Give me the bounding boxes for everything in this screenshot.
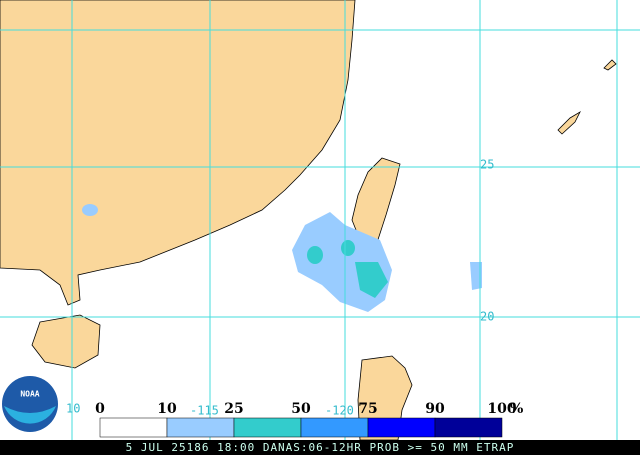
land bbox=[0, 0, 617, 441]
legend-unit: % bbox=[510, 401, 523, 417]
island bbox=[603, 59, 617, 71]
logo-text: NOAA bbox=[20, 390, 39, 399]
legend-swatch bbox=[233, 417, 302, 438]
grid bbox=[0, 0, 640, 440]
lat-label: 20 bbox=[480, 310, 494, 324]
hainan bbox=[31, 314, 101, 369]
legend-label: 0 bbox=[95, 401, 105, 417]
legend-swatch bbox=[300, 417, 369, 438]
legend-swatch bbox=[99, 417, 168, 438]
legend-swatch bbox=[434, 417, 503, 438]
legend-label: 100 bbox=[487, 401, 516, 417]
island bbox=[557, 110, 581, 135]
footer-bar bbox=[0, 440, 640, 455]
corner-label: 10 bbox=[66, 402, 80, 416]
legend-label: 50 bbox=[291, 401, 311, 417]
legend-label: 10 bbox=[157, 401, 177, 417]
legend-label: 25 bbox=[224, 401, 243, 417]
precipitation bbox=[292, 212, 482, 312]
legend-label: 90 bbox=[425, 401, 445, 417]
lat-label: 25 bbox=[480, 158, 494, 172]
legend-swatch bbox=[166, 417, 235, 438]
lon-label: -115 bbox=[190, 404, 219, 418]
legend-swatch bbox=[367, 417, 436, 438]
lakes bbox=[82, 204, 98, 216]
noaa-logo: NOAA bbox=[2, 376, 58, 432]
lon-label: -120 bbox=[325, 404, 354, 418]
legend: 0 10 25 50 75 90 100% bbox=[95, 401, 523, 438]
legend-label: 75 bbox=[358, 401, 377, 417]
footer: 5 JUL 25186 18:00 DANAS:06-12HR PROB >= … bbox=[126, 441, 515, 454]
